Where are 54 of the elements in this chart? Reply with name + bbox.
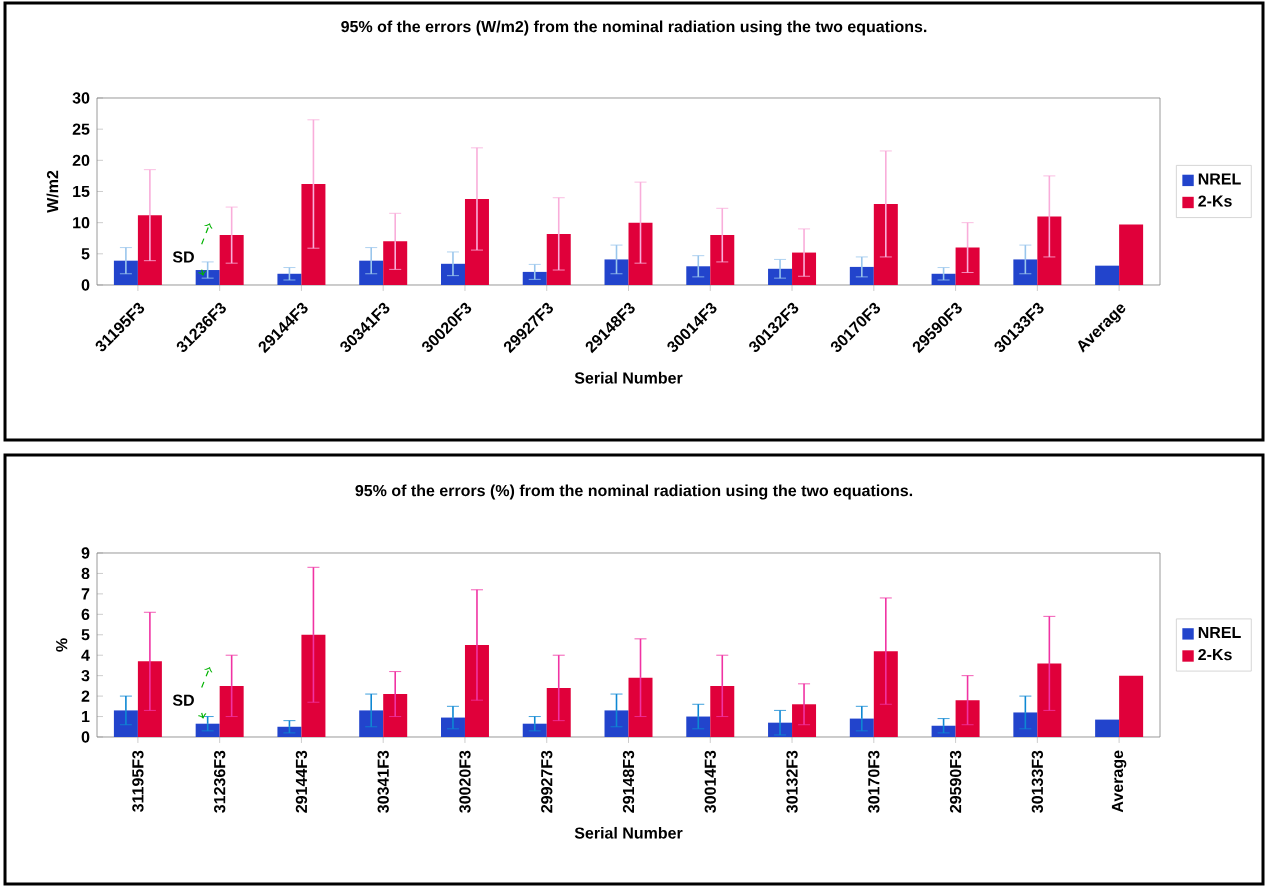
- legend-label: 2-Ks: [1198, 195, 1232, 207]
- bar: [522, 271, 547, 285]
- y-tick-label: 5: [81, 629, 90, 641]
- y-tick-label: 4: [81, 649, 90, 661]
- y-tick-label: 2: [81, 690, 90, 702]
- y-tick-label: 5: [81, 248, 90, 260]
- y-tick-label: 6: [81, 608, 90, 620]
- bar: [686, 716, 711, 737]
- x-tick-label: 29148F3: [622, 750, 635, 813]
- x-tick-label: 30341F3: [377, 750, 389, 813]
- y-tick-label: 25: [72, 123, 90, 135]
- bar: [1119, 224, 1144, 285]
- annotation: SD: [172, 694, 194, 706]
- x-tick-label: 31236F3: [213, 750, 226, 813]
- y-tick-label: 20: [72, 154, 90, 166]
- y-tick-label: 0: [81, 731, 90, 743]
- y-tick-label: 8: [81, 567, 90, 580]
- legend-label: NREL: [1198, 626, 1241, 638]
- x-tick-label: 30133F3: [1031, 750, 1044, 813]
- chart-title: 95% of the errors (W/m2) from the nominal radiation using the two equations.: [341, 20, 927, 36]
- y-tick-label: 10: [73, 217, 90, 229]
- y-tick-label: 3: [81, 669, 90, 682]
- x-tick-label: 29590F3: [949, 750, 962, 813]
- bar: [277, 273, 302, 285]
- y-tick-label: 30: [72, 92, 90, 104]
- x-tick-label: 30132F3: [786, 750, 798, 813]
- x-tick-label: 29927F3: [541, 750, 553, 813]
- bar: [440, 263, 465, 285]
- x-tick-label: Average: [1111, 750, 1127, 813]
- legend-label: NREL: [1198, 173, 1241, 185]
- x-axis-title: Serial Number: [574, 371, 683, 384]
- bar: [1119, 675, 1144, 737]
- bar: [1095, 719, 1120, 737]
- bar: [440, 717, 465, 737]
- legend-label: 2-Ks: [1198, 648, 1232, 661]
- y-tick-label: 7: [81, 588, 90, 600]
- bar: [195, 723, 220, 737]
- y-tick-label: 1: [82, 711, 90, 723]
- y-tick-label: 0: [81, 279, 90, 291]
- annotation: SD: [172, 251, 194, 263]
- y-tick-label: 15: [73, 185, 90, 198]
- chart-title: 95% of the errors (%) from the nominal radiation using the two equations.: [355, 484, 913, 500]
- x-axis-title: Serial Number: [574, 826, 683, 839]
- bar: [1095, 265, 1120, 285]
- x-tick-label: 30170F3: [868, 750, 880, 813]
- x-tick-label: 31195F3: [132, 750, 144, 812]
- y-tick-label: 9: [81, 547, 90, 559]
- bar: [849, 266, 874, 285]
- x-tick-label: 29144F3: [295, 750, 308, 813]
- x-tick-label: 30020F3: [459, 750, 471, 813]
- y-axis-title: W/m2: [46, 170, 59, 213]
- x-tick-label: 30014F3: [704, 750, 716, 813]
- y-axis-title: %: [56, 638, 68, 652]
- bar: [686, 266, 711, 285]
